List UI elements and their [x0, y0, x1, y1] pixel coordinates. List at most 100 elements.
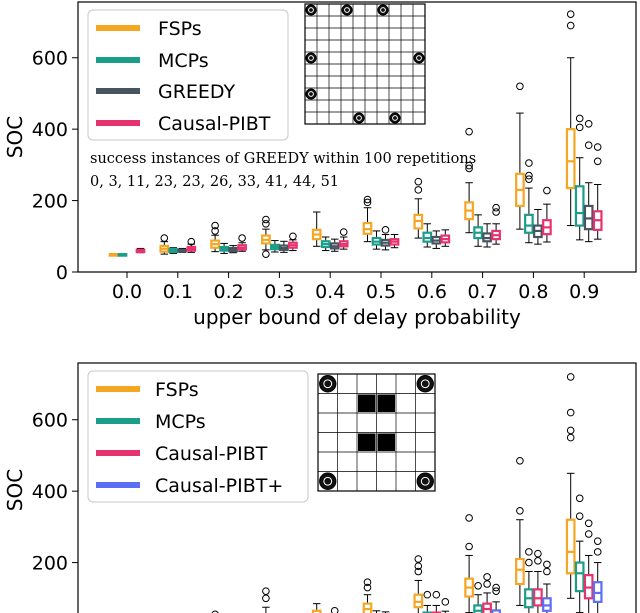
box-fsps-0.5 — [362, 195, 373, 243]
box-greedy-0.8 — [533, 209, 543, 245]
legend-label-causal-pibt-b: Causal-PIBT — [155, 443, 268, 465]
box-greedy-0.4 — [329, 238, 340, 252]
box-causal-pibt-0.8 — [542, 186, 552, 243]
inset-bottom-agent-ring — [420, 476, 430, 486]
outlier-point — [593, 548, 602, 556]
box-mcps-0.2 — [219, 242, 229, 254]
outlier-point — [465, 542, 473, 551]
outlier-point — [543, 186, 551, 195]
box-causal-pibt-0.7 — [482, 573, 492, 613]
iqr-box — [565, 128, 576, 190]
outlier-point — [238, 234, 246, 242]
box-greedy-0.9 — [583, 120, 594, 243]
inset-top-agent-ring — [392, 115, 398, 121]
iqr-box — [491, 609, 501, 613]
legend-frame-top — [87, 9, 289, 141]
outlier-point — [465, 164, 473, 173]
y-tick-label: 200 — [32, 553, 68, 575]
outlier-point — [516, 82, 524, 91]
inset-grid-map-bottom — [317, 373, 436, 492]
legend-bottom: FSPs MCPs Causal-PIBT Causal-PIBT+ — [87, 370, 309, 503]
box-greedy-0.7 — [482, 223, 492, 248]
box-causal-pibt-0.1 — [186, 237, 197, 253]
box-causal-pibt-0.0 — [135, 247, 146, 254]
chart-top: 0 200 400 600 0.0 0.1 0.2 0.3 0.4 0.5 0.6 0.7 0.8 0.… — [3, 1, 637, 329]
box-causal-pibt+-0.9 — [592, 537, 603, 613]
outlier-point — [584, 519, 593, 528]
box-mcps-0.3 — [270, 240, 280, 253]
box-greedy-0.1 — [177, 247, 188, 253]
outlier-point — [575, 512, 584, 520]
x-axis-label-top: upper bound of delay probability — [193, 305, 521, 329]
inset-bottom-obstacle — [358, 433, 376, 451]
box-causal-pibt+-0.6 — [441, 598, 450, 613]
box-mcps-0.0 — [117, 253, 128, 257]
y-tick-label: 600 — [32, 48, 68, 70]
outlier-point — [566, 21, 575, 30]
inset-top-agent — [305, 4, 317, 16]
box-mcps-0.5 — [371, 230, 382, 250]
inset-bottom-agent-ring — [420, 379, 430, 389]
box-fsps-0.4 — [311, 211, 322, 247]
outlier-point — [516, 507, 524, 515]
box-fsps-0.6 — [413, 555, 424, 613]
outlier-point — [414, 555, 423, 563]
inset-bottom-agent — [416, 472, 434, 490]
outlier-point — [432, 590, 441, 599]
outlier-point — [414, 562, 423, 570]
box-mcps-0.8 — [524, 548, 534, 613]
inset-bottom-agent — [416, 375, 434, 393]
outlier-point — [211, 227, 219, 235]
outlier-point — [414, 567, 423, 576]
outlier-point — [492, 587, 500, 595]
plot-frame-top — [77, 1, 637, 273]
outlier-point — [584, 530, 593, 538]
outlier-point — [492, 203, 500, 212]
inset-top-agent — [305, 88, 317, 100]
inset-bottom-obstacle — [358, 394, 376, 412]
x-tick-label: 0.2 — [213, 281, 243, 303]
outlier-point — [262, 215, 270, 224]
outlier-point — [465, 514, 473, 522]
outlier-point — [543, 567, 551, 576]
inset-top-agent — [305, 52, 317, 64]
x-tick-label: 0.1 — [163, 281, 193, 303]
box-mcps-0.7 — [473, 581, 483, 613]
legend-label-causal-pibt: Causal-PIBT — [158, 113, 271, 135]
box-greedy-0.2 — [228, 245, 238, 254]
y-tick-label: 0 — [56, 262, 68, 284]
legend-label-fsps: FSPs — [158, 18, 202, 40]
legend-top: FSPs MCPs GREEDY Causal-PIBT — [87, 9, 289, 141]
outlier-point — [330, 606, 339, 613]
inset-top-agent — [353, 112, 365, 124]
inset-bottom-agent-ring — [323, 379, 333, 389]
box-mcps-0.9 — [574, 494, 585, 613]
outlier-point — [492, 583, 500, 592]
x-tick-label: 0.3 — [264, 281, 294, 303]
box-fsps-0.4 — [311, 603, 322, 613]
outlier-point — [262, 587, 270, 595]
box-greedy-0.3 — [279, 240, 289, 253]
x-tick-label: 0.5 — [366, 281, 396, 303]
inset-bottom-agent — [319, 472, 337, 490]
inset-top-agent-ring — [356, 115, 362, 121]
y-tick-label: 400 — [32, 119, 68, 141]
box-fsps-0.8 — [515, 82, 525, 230]
outlier-point — [593, 143, 602, 151]
outlier-point — [534, 549, 542, 558]
box-mcps-0.5 — [372, 610, 381, 613]
box-fsps-0.9 — [565, 10, 576, 227]
box-causal-pibt-0.9 — [592, 143, 603, 240]
y-tick-label: 400 — [32, 481, 68, 503]
outlier-point — [566, 10, 575, 18]
iqr-box — [574, 185, 585, 227]
inset-top-agent-ring — [308, 7, 314, 13]
legend-label-mcps-b: MCPs — [155, 411, 206, 433]
iqr-box — [565, 518, 576, 575]
box-mcps-0.4 — [320, 236, 331, 252]
x-tick-label: 0.4 — [315, 281, 345, 303]
inset-top-agent — [389, 112, 401, 124]
outlier-point — [593, 537, 602, 545]
outlier-point — [262, 594, 270, 603]
outlier-point — [441, 598, 450, 606]
